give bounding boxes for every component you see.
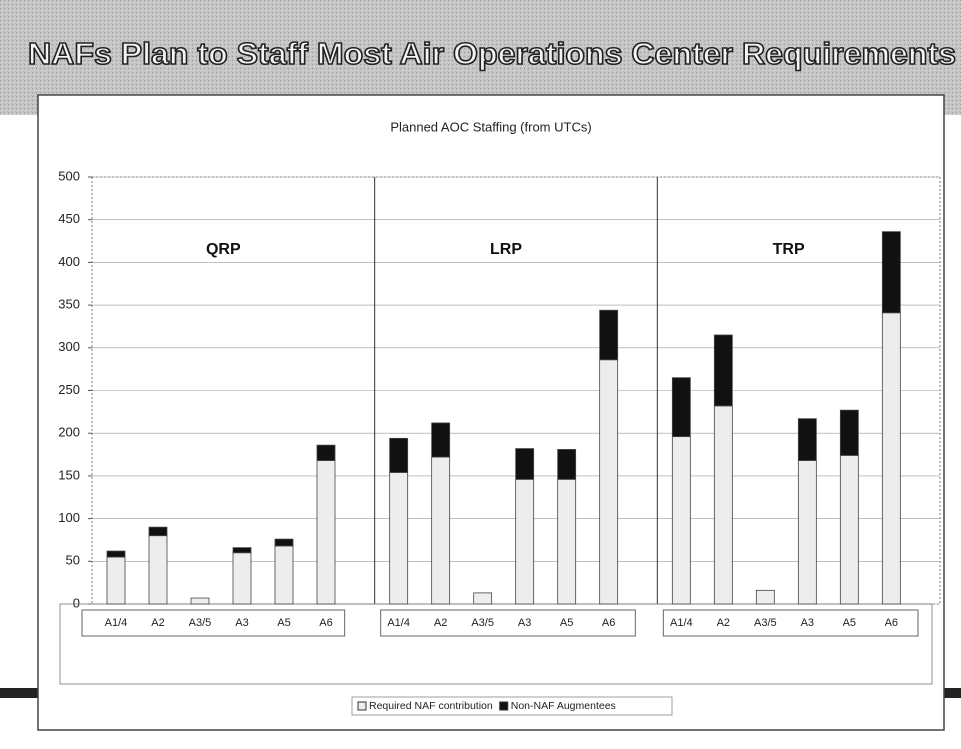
bar-segment (797, 418, 817, 461)
x-tick-label: A1/4 (670, 617, 693, 629)
bar-segment (599, 309, 619, 361)
bar-segment (881, 231, 901, 314)
axis-box (59, 603, 933, 685)
x-tick-label: A3 (518, 617, 531, 629)
bar-segment (316, 460, 336, 605)
slide-rule (944, 688, 961, 698)
group-label: TRP (773, 241, 805, 258)
x-tick-label: A2 (434, 617, 447, 629)
bar-segment (431, 422, 451, 458)
bar-segment (190, 597, 210, 605)
x-tick-label: A1/4 (105, 617, 128, 629)
bar-segment (839, 455, 859, 605)
slide-rule (0, 688, 40, 698)
bar-segment (713, 334, 733, 407)
bar-segment (557, 449, 577, 480)
x-tick-label: A3 (801, 617, 814, 629)
bar-segment (515, 448, 535, 480)
bar-segment (881, 312, 901, 605)
y-tick-label: 100 (58, 510, 80, 525)
bar-segment (755, 589, 775, 605)
y-tick-label: 300 (58, 339, 80, 354)
bar-segment (515, 478, 535, 605)
category-box (380, 609, 636, 637)
bar-segment (473, 592, 493, 605)
group-label: LRP (490, 241, 522, 258)
x-tick-label: A3 (235, 617, 248, 629)
bar-segment (839, 409, 859, 456)
bar-segment (389, 472, 409, 605)
y-tick-label: 350 (58, 297, 80, 312)
bar-segment (232, 552, 252, 605)
category-box (81, 609, 346, 637)
x-tick-label: A3/5 (189, 617, 212, 629)
bar-segment (389, 437, 409, 473)
bar-segment (232, 547, 252, 554)
y-tick-label: 150 (58, 467, 80, 482)
chart-panel (37, 94, 945, 731)
bar-segment (106, 550, 126, 558)
bar-segment (671, 377, 691, 438)
x-tick-label: A5 (560, 617, 573, 629)
x-tick-label: A5 (277, 617, 290, 629)
bar-segment (671, 436, 691, 605)
x-tick-label: A6 (602, 617, 615, 629)
bar-segment (106, 556, 126, 605)
x-tick-label: A3/5 (471, 617, 494, 629)
legend-swatch (499, 701, 509, 711)
bar-segment (797, 460, 817, 605)
bar-segment (274, 545, 294, 605)
slide-title: NAFs Plan to Staff Most Air Operations C… (28, 36, 956, 71)
chart-title: Planned AOC Staffing (from UTCs) (390, 119, 591, 134)
x-tick-label: A5 (843, 617, 856, 629)
bar-segment (316, 444, 336, 461)
category-box (662, 609, 919, 637)
bar-segment (148, 526, 168, 537)
bar-segment (431, 456, 451, 605)
y-tick-label: 50 (66, 553, 80, 568)
y-tick-label: 450 (58, 211, 80, 226)
legend-swatch (357, 701, 367, 711)
y-tick-label: 0 (73, 595, 80, 610)
x-tick-label: A2 (717, 617, 730, 629)
y-tick-label: 200 (58, 425, 80, 440)
x-tick-label: A6 (885, 617, 898, 629)
y-tick-label: 400 (58, 254, 80, 269)
y-tick-label: 500 (58, 168, 80, 183)
x-tick-label: A6 (319, 617, 332, 629)
group-label: QRP (206, 241, 241, 258)
bar-segment (148, 535, 168, 605)
bar-segment (713, 405, 733, 605)
legend-box (351, 696, 673, 716)
bar-segment (557, 478, 577, 605)
bar-segment (599, 359, 619, 605)
y-tick-label: 250 (58, 382, 80, 397)
x-tick-label: A3/5 (754, 617, 777, 629)
x-tick-label: A1/4 (387, 617, 410, 629)
legend-label: Non-NAF Augmentees (511, 700, 616, 712)
legend-label: Required NAF contribution (369, 700, 493, 712)
x-tick-label: A2 (151, 617, 164, 629)
bar-segment (274, 538, 294, 547)
